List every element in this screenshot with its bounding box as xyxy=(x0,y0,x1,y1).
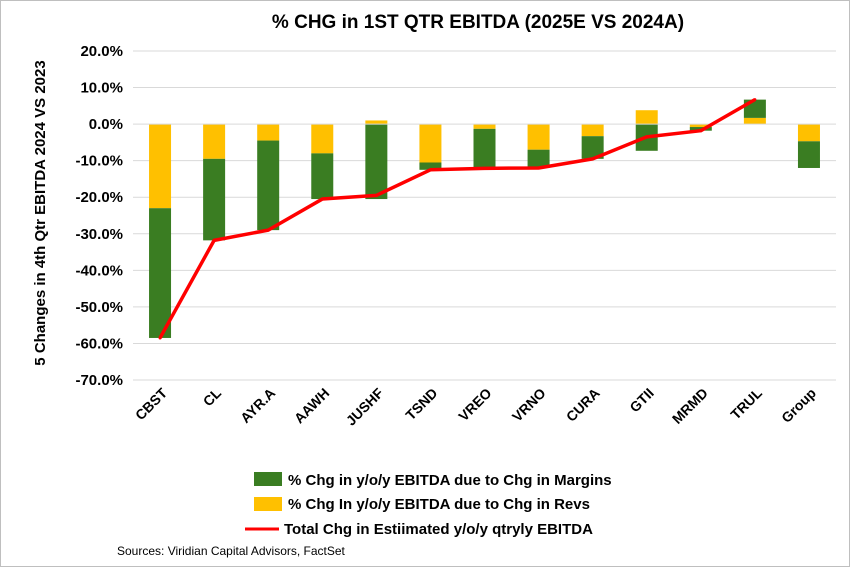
x-category-label: CBST xyxy=(132,385,171,424)
source-note: Sources: Viridian Capital Advisors, Fact… xyxy=(117,544,346,558)
x-category-label: JUSHF xyxy=(343,384,387,428)
bar-revs xyxy=(365,120,388,125)
x-category-label: TSND xyxy=(402,385,440,423)
bar-margins xyxy=(257,140,280,231)
bar-revs xyxy=(203,124,226,159)
bar-margins xyxy=(311,153,334,200)
bar-margins xyxy=(365,124,388,200)
x-category-label: VREO xyxy=(455,385,494,424)
total-point xyxy=(483,166,486,170)
y-tick-label: 10.0% xyxy=(80,80,123,97)
x-category-label: CL xyxy=(200,384,225,409)
x-category-label: VRNO xyxy=(509,385,549,425)
bar-margins xyxy=(473,128,496,169)
legend: % Chg in y/o/y EBITDA due to Chg in Marg… xyxy=(245,472,612,538)
total-point xyxy=(645,135,649,139)
y-tick-label: 0.0% xyxy=(89,116,123,133)
y-tick-label: -50.0% xyxy=(75,299,123,316)
total-point xyxy=(591,157,595,161)
bar-revs xyxy=(473,124,496,129)
bar-margins xyxy=(527,149,550,168)
bar-margins xyxy=(149,208,172,338)
gridlines xyxy=(133,50,836,381)
x-category-labels: CBST CL AYR.A AAWH JUSHF TSND VREO VRNO CURA GTII… xyxy=(132,384,819,428)
bar-revs xyxy=(689,124,712,128)
y-axis-label: 5 Changes in 4th Qtr EBITDA 2024 VS 2023 xyxy=(32,60,49,365)
bar-revs xyxy=(149,124,172,209)
total-point xyxy=(537,166,541,170)
x-category-label: GTII xyxy=(626,385,657,416)
total-point xyxy=(212,238,216,242)
total-point xyxy=(753,98,757,102)
total-series-line xyxy=(158,98,756,339)
x-category-label: CURA xyxy=(563,385,603,425)
y-tick-label: -70.0% xyxy=(75,372,123,389)
bars xyxy=(149,99,820,338)
bar-margins xyxy=(797,141,820,168)
y-tick-label: -10.0% xyxy=(75,153,123,170)
x-category-label: MRMD xyxy=(669,385,711,427)
y-tick-label: -40.0% xyxy=(75,262,123,279)
total-point xyxy=(320,197,324,201)
legend-label-margins: % Chg in y/o/y EBITDA due to Chg in Marg… xyxy=(288,472,612,489)
x-category-label: TRUL xyxy=(727,384,765,422)
total-point xyxy=(266,228,270,232)
bar-margins xyxy=(419,162,442,170)
y-tick-label: 20.0% xyxy=(80,43,123,60)
bar-revs xyxy=(419,124,442,163)
x-category-label: Group xyxy=(778,385,819,426)
bar-revs xyxy=(581,124,604,137)
bar-revs xyxy=(797,124,820,142)
legend-label-revs: % Chg In y/o/y EBITDA due to Chg in Revs xyxy=(288,496,590,513)
bar-revs xyxy=(743,117,766,125)
legend-label-total: Total Chg in Estiimated y/o/y qtryly EBI… xyxy=(284,521,593,538)
y-tick-labels: 20.0% 10.0% 0.0% -10.0% -20.0% -30.0% -40.0% -5… xyxy=(75,43,123,389)
total-point xyxy=(158,336,162,340)
bar-margins xyxy=(581,136,604,159)
bar-revs xyxy=(311,124,334,154)
bar-revs xyxy=(527,124,550,150)
total-point xyxy=(428,168,432,172)
total-point xyxy=(699,129,703,133)
y-tick-label: -30.0% xyxy=(75,226,123,243)
total-point xyxy=(374,193,378,197)
bar-margins xyxy=(203,158,226,241)
chart-title: % CHG in 1ST QTR EBITDA (2025E VS 2024A) xyxy=(272,12,684,33)
x-category-label: AYR.A xyxy=(237,385,278,426)
legend-swatch-margins xyxy=(254,472,282,486)
total-line xyxy=(158,98,757,340)
bar-revs xyxy=(635,110,658,125)
bar-revs xyxy=(257,124,280,141)
y-tick-label: -60.0% xyxy=(75,335,123,352)
y-tick-label: -20.0% xyxy=(75,189,123,206)
x-category-label: AAWH xyxy=(291,385,333,427)
legend-swatch-revs xyxy=(254,497,282,511)
